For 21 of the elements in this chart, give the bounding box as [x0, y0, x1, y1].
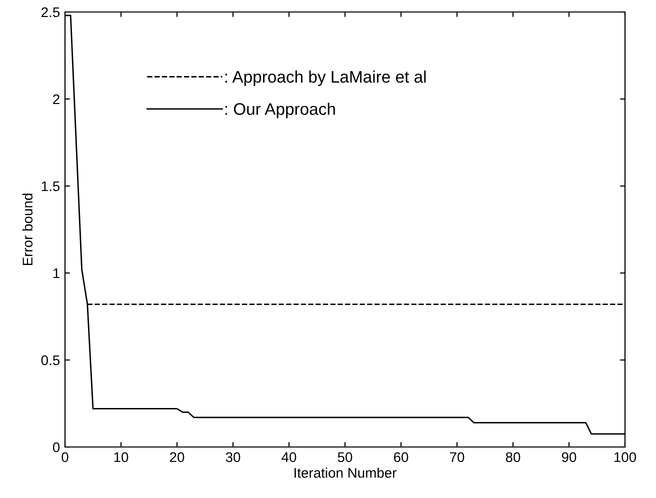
x-tick-label: 60 — [394, 452, 408, 462]
y-tick-label: 1.5 — [42, 181, 60, 192]
y-axis-title: Error bound — [22, 194, 33, 266]
y-tick-label: 0.5 — [41, 355, 60, 366]
x-tick-label: 80 — [506, 452, 520, 462]
y-tick-label: 1 — [53, 268, 60, 278]
legend-label: : Our Approach — [225, 102, 335, 118]
x-tick-label: 90 — [562, 452, 576, 462]
x-tick-label: 30 — [226, 452, 240, 462]
x-axis-title: Iteration Number — [294, 468, 396, 478]
y-tick-label: 0 — [52, 442, 60, 452]
x-tick-label: 20 — [170, 452, 184, 462]
x-tick-label: 10 — [114, 452, 128, 462]
x-tick-label: 0 — [62, 452, 68, 462]
legend-label: : Approach by LaMaire et al — [225, 70, 426, 86]
x-tick-label: 40 — [282, 452, 296, 462]
x-tick-label: 50 — [338, 452, 352, 462]
x-tick-label: 70 — [450, 452, 464, 462]
y-tick-label: 2 — [53, 94, 60, 104]
y-tick-label: 2.5 — [42, 7, 60, 18]
x-tick-label: 100 — [614, 452, 636, 462]
